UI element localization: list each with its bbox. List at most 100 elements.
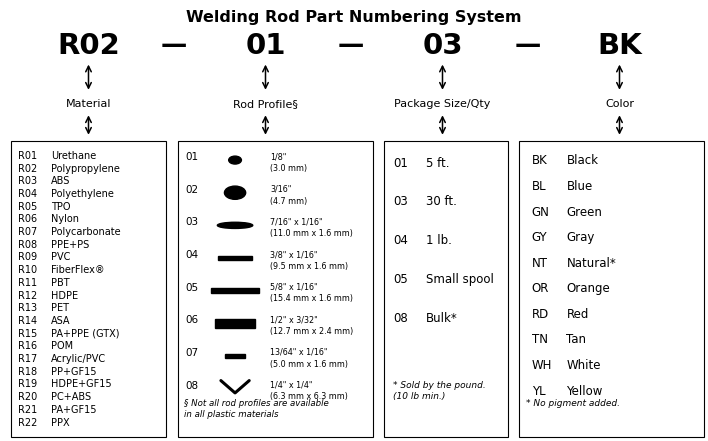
Bar — [11, 141, 166, 437]
Text: 08: 08 — [185, 381, 199, 391]
Text: R03: R03 — [18, 176, 37, 186]
Text: Color: Color — [605, 99, 634, 109]
Text: HDPE: HDPE — [51, 291, 78, 300]
Text: § Not all rod profiles are available
in all plastic materials: § Not all rod profiles are available in … — [184, 399, 329, 419]
Text: R15: R15 — [18, 329, 37, 339]
Text: 07: 07 — [185, 348, 199, 358]
Text: R02: R02 — [18, 164, 37, 173]
Text: —: — — [160, 34, 187, 59]
Text: PET: PET — [51, 303, 69, 313]
Bar — [225, 354, 245, 358]
Text: 04: 04 — [185, 250, 199, 260]
Text: 03: 03 — [185, 217, 199, 228]
Text: 7/16" x 1/16"
(11.0 mm x 1.6 mm): 7/16" x 1/16" (11.0 mm x 1.6 mm) — [270, 217, 353, 238]
Text: R14: R14 — [18, 316, 37, 326]
Text: 3/8" x 1/16"
(9.5 mm x 1.6 mm): 3/8" x 1/16" (9.5 mm x 1.6 mm) — [270, 250, 348, 271]
Text: HDPE+GF15: HDPE+GF15 — [51, 379, 112, 389]
Text: * No pigment added.: * No pigment added. — [526, 399, 620, 408]
Text: Material: Material — [66, 99, 111, 109]
Text: 3/16"
(4.7 mm): 3/16" (4.7 mm) — [270, 185, 308, 206]
Text: R17: R17 — [18, 354, 37, 364]
Text: Nylon: Nylon — [51, 214, 79, 224]
Text: R06: R06 — [18, 214, 37, 224]
Text: 03: 03 — [393, 195, 408, 208]
Text: R04: R04 — [18, 189, 37, 199]
Text: BL: BL — [532, 180, 547, 193]
Text: Package Size/Qty: Package Size/Qty — [394, 99, 491, 109]
Bar — [384, 141, 508, 437]
Text: PPX: PPX — [51, 418, 69, 427]
Text: R16: R16 — [18, 341, 37, 351]
Text: R05: R05 — [18, 202, 37, 212]
Text: Blue: Blue — [566, 180, 593, 193]
Text: YL: YL — [532, 385, 545, 397]
Text: PP+GF15: PP+GF15 — [51, 367, 96, 377]
Text: Black: Black — [566, 154, 598, 167]
Bar — [218, 256, 252, 260]
Text: Yellow: Yellow — [566, 385, 603, 397]
Text: Tan: Tan — [566, 333, 586, 346]
Text: WH: WH — [532, 359, 552, 372]
Text: Rod Profile§: Rod Profile§ — [233, 99, 298, 109]
Text: R07: R07 — [18, 227, 37, 237]
Text: * Sold by the pound.
(10 lb min.): * Sold by the pound. (10 lb min.) — [393, 381, 486, 401]
Text: R10: R10 — [18, 265, 37, 275]
Bar — [211, 288, 259, 293]
Text: R13: R13 — [18, 303, 37, 313]
Text: OR: OR — [532, 282, 549, 295]
Text: R12: R12 — [18, 291, 37, 300]
Text: Small spool: Small spool — [426, 273, 493, 286]
Text: 1/2" x 3/32"
(12.7 mm x 2.4 mm): 1/2" x 3/32" (12.7 mm x 2.4 mm) — [270, 315, 354, 336]
Text: PC+ABS: PC+ABS — [51, 392, 91, 402]
Text: R20: R20 — [18, 392, 37, 402]
Text: GY: GY — [532, 231, 547, 244]
Text: RD: RD — [532, 308, 549, 321]
Text: ASA: ASA — [51, 316, 71, 326]
Text: 03: 03 — [422, 32, 463, 60]
Text: Acrylic/PVC: Acrylic/PVC — [51, 354, 106, 364]
Text: R01: R01 — [18, 151, 37, 161]
Text: Red: Red — [566, 308, 589, 321]
Text: R09: R09 — [18, 252, 37, 262]
Text: BK: BK — [597, 32, 642, 60]
Text: —: — — [337, 34, 364, 59]
Text: R18: R18 — [18, 367, 37, 377]
Text: 08: 08 — [393, 312, 408, 325]
Bar — [178, 141, 373, 437]
Text: FiberFlex®: FiberFlex® — [51, 265, 105, 275]
Text: Welding Rod Part Numbering System: Welding Rod Part Numbering System — [186, 10, 522, 25]
Text: PVC: PVC — [51, 252, 70, 262]
Bar — [519, 141, 704, 437]
Circle shape — [224, 186, 246, 199]
Text: 05: 05 — [185, 283, 199, 293]
Text: 30 ft.: 30 ft. — [426, 195, 457, 208]
Text: —: — — [514, 34, 541, 59]
Text: R21: R21 — [18, 405, 37, 415]
Text: R02: R02 — [57, 32, 120, 60]
Text: 01: 01 — [393, 157, 408, 169]
Circle shape — [229, 156, 241, 164]
Text: 02: 02 — [185, 185, 199, 195]
Text: GN: GN — [532, 206, 549, 218]
Bar — [215, 319, 255, 328]
Text: 04: 04 — [393, 234, 408, 247]
Text: POM: POM — [51, 341, 73, 351]
Text: TPO: TPO — [51, 202, 71, 212]
Text: 05: 05 — [393, 273, 408, 286]
Text: PA+PPE (GTX): PA+PPE (GTX) — [51, 329, 120, 339]
Text: Polyethylene: Polyethylene — [51, 189, 114, 199]
Text: NT: NT — [532, 257, 548, 269]
Text: 5/8" x 1/16"
(15.4 mm x 1.6 mm): 5/8" x 1/16" (15.4 mm x 1.6 mm) — [270, 283, 353, 303]
Text: 1/4" x 1/4"
(6.3 mm x 6.3 mm): 1/4" x 1/4" (6.3 mm x 6.3 mm) — [270, 381, 348, 401]
Text: R19: R19 — [18, 379, 37, 389]
Text: R08: R08 — [18, 240, 37, 250]
Text: 13/64" x 1/16"
(5.0 mm x 1.6 mm): 13/64" x 1/16" (5.0 mm x 1.6 mm) — [270, 348, 348, 369]
Text: R22: R22 — [18, 418, 37, 427]
Text: 01: 01 — [185, 152, 199, 162]
Text: 1/8"
(3.0 mm): 1/8" (3.0 mm) — [270, 152, 307, 173]
Text: ABS: ABS — [51, 176, 70, 186]
Ellipse shape — [217, 222, 253, 228]
Text: BK: BK — [532, 154, 547, 167]
Text: Orange: Orange — [566, 282, 610, 295]
Text: 01: 01 — [245, 32, 286, 60]
